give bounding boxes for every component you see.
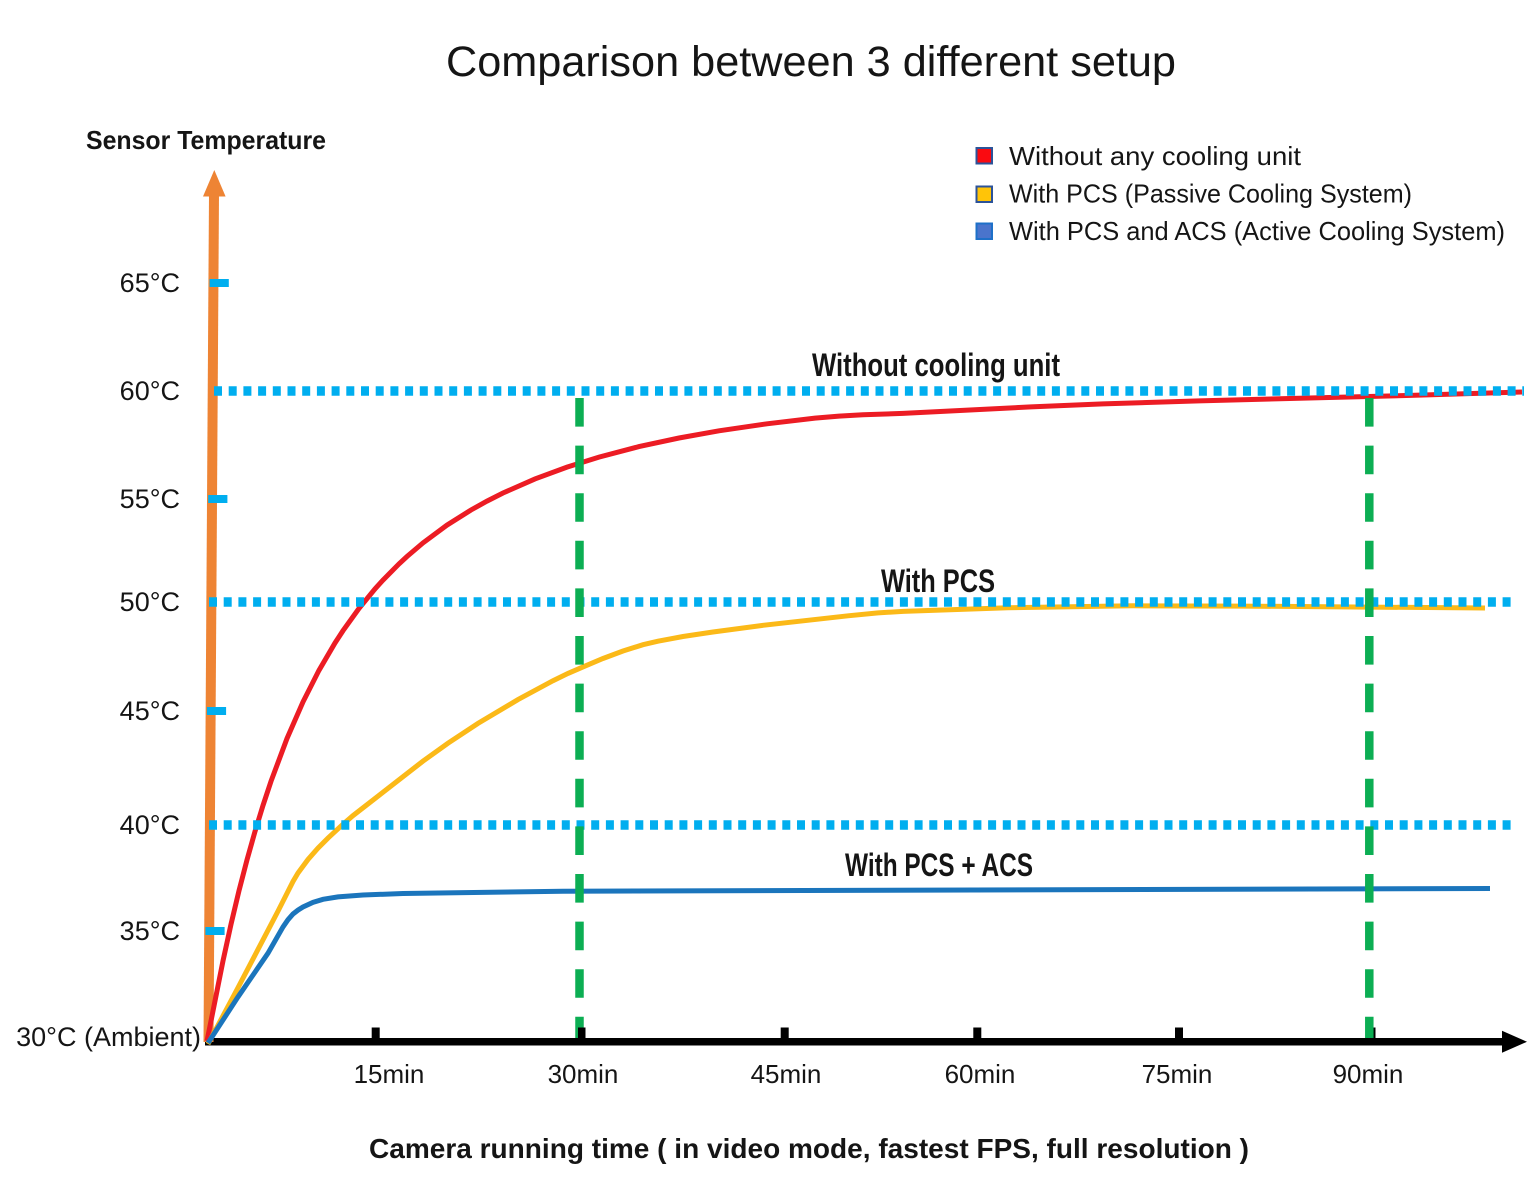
svg-text:With PCS: With PCS <box>881 563 995 599</box>
svg-text:55°C: 55°C <box>120 484 180 514</box>
svg-text:Sensor Temperature: Sensor Temperature <box>86 125 326 155</box>
svg-text:60°C: 60°C <box>120 376 180 406</box>
svg-text:With PCS and ACS (Active Cooli: With PCS and ACS (Active Cooling System) <box>1009 216 1505 246</box>
svg-text:Camera running time ( in video: Camera running time ( in video mode, fas… <box>369 1133 1249 1164</box>
svg-text:90min: 90min <box>1333 1059 1404 1089</box>
svg-text:15min: 15min <box>354 1059 425 1089</box>
svg-text:35°C: 35°C <box>120 916 180 946</box>
svg-text:30°C (Ambient): 30°C (Ambient) <box>16 1022 201 1052</box>
svg-text:Without any cooling unit: Without any cooling unit <box>1009 141 1302 171</box>
svg-text:40°C: 40°C <box>120 810 180 840</box>
svg-text:50°C: 50°C <box>120 587 180 617</box>
svg-text:60min: 60min <box>945 1059 1016 1089</box>
svg-text:Comparison between 3 different: Comparison between 3 different setup <box>446 38 1176 86</box>
svg-text:45°C: 45°C <box>120 696 180 726</box>
svg-text:30min: 30min <box>548 1059 619 1089</box>
svg-text:With PCS (Passive Cooling Syst: With PCS (Passive Cooling System) <box>1009 179 1412 209</box>
svg-text:75min: 75min <box>1142 1059 1213 1089</box>
svg-text:65°C: 65°C <box>120 268 180 298</box>
svg-text:45min: 45min <box>751 1059 822 1089</box>
svg-text:With PCS + ACS: With PCS + ACS <box>845 847 1033 883</box>
svg-text:Without cooling unit: Without cooling unit <box>812 347 1060 383</box>
